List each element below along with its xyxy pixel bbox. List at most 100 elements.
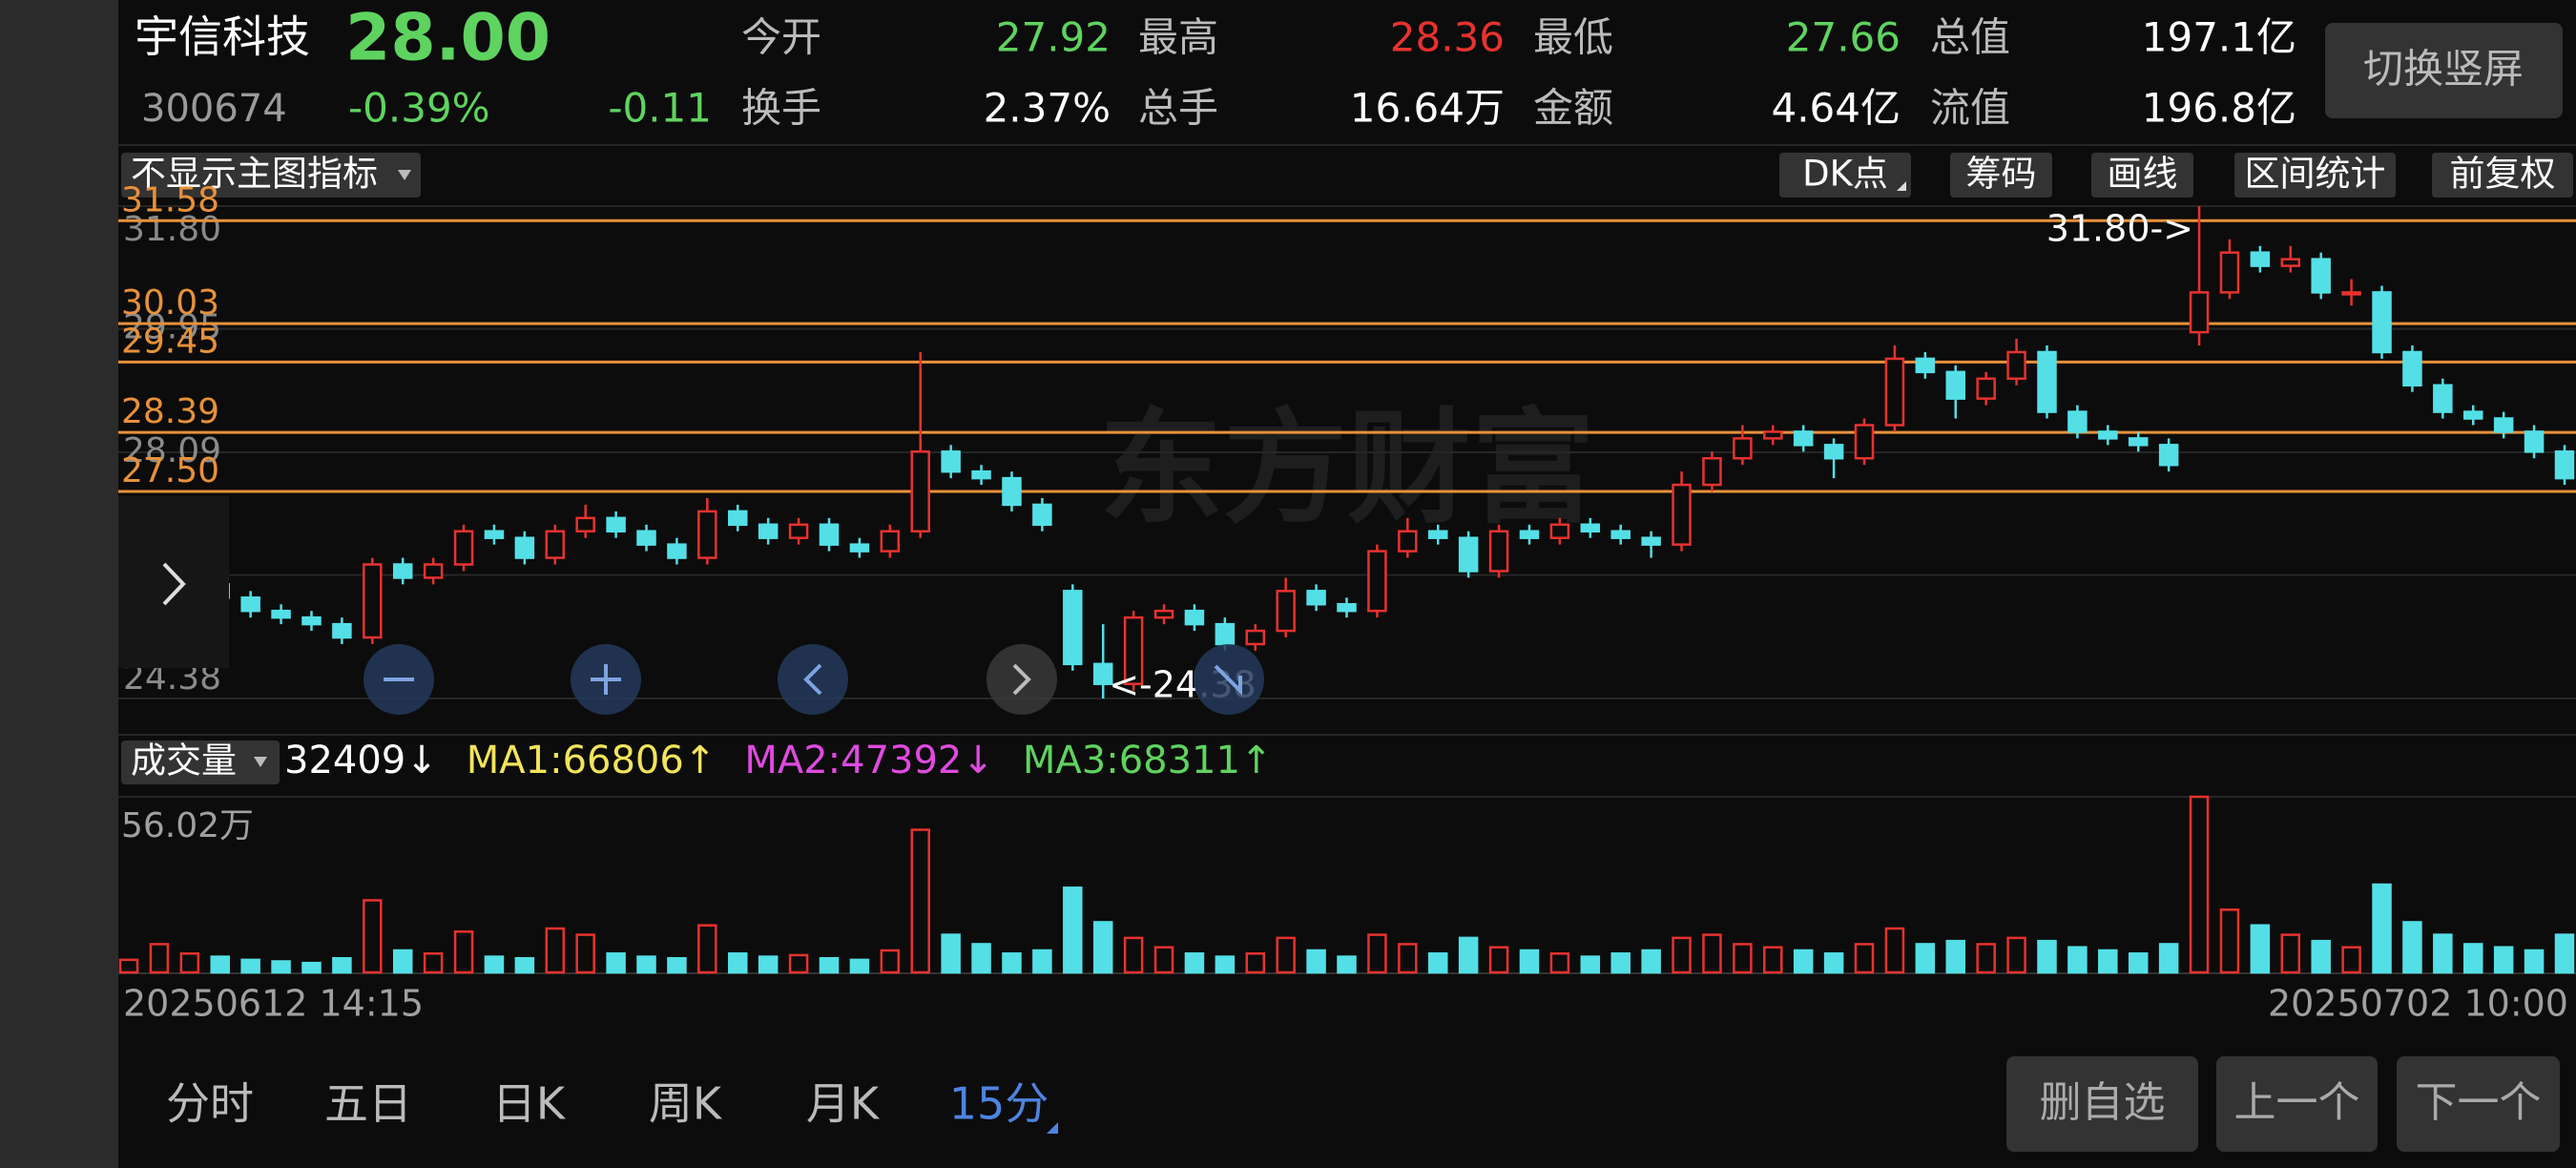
- volume-bar: [179, 952, 200, 974]
- volume-bar: [240, 958, 260, 974]
- toolbar-button[interactable]: [2432, 153, 2573, 198]
- candle-body: [2524, 430, 2545, 453]
- volume-indicator: 32409↓: [284, 739, 438, 782]
- volume-bar: [1488, 946, 1509, 974]
- volume-bar: [2463, 943, 2483, 974]
- scroll-right-button[interactable]: [987, 644, 1057, 715]
- candle-body: [2554, 450, 2575, 480]
- level-label: 29.45: [121, 322, 219, 361]
- candle-body: [2006, 350, 2026, 381]
- stat-label: 流值: [1930, 85, 2010, 132]
- volume-bar: [1427, 952, 1448, 974]
- toolbar-button[interactable]: [2091, 153, 2193, 198]
- toolbar-button[interactable]: [2234, 153, 2396, 198]
- footer-button[interactable]: [2397, 1056, 2560, 1152]
- volume-bar: [2128, 952, 2149, 974]
- candle-body: [1306, 590, 1326, 606]
- volume-bar: [788, 953, 809, 974]
- volume-bar: [210, 955, 230, 974]
- volume-bar: [1215, 955, 1236, 974]
- volume-bar: [697, 924, 717, 974]
- candle-body: [1458, 536, 1479, 573]
- candle-body: [1488, 530, 1509, 573]
- volume-bar: [1337, 955, 1357, 974]
- scroll-left-icon: [803, 663, 822, 696]
- footer-button[interactable]: [2006, 1056, 2198, 1152]
- volume-bar: [149, 943, 170, 974]
- volume-bar: [1641, 949, 1661, 974]
- stat-value: 27.92: [996, 14, 1111, 61]
- candle-body: [271, 609, 291, 619]
- candle-body: [1519, 530, 1540, 539]
- tab[interactable]: 周K: [649, 1078, 723, 1130]
- volume-bar: [1884, 927, 1905, 974]
- volume-bar: [1002, 952, 1022, 974]
- candle-body: [240, 596, 260, 613]
- level-label: 27.50: [121, 451, 219, 490]
- level-label: 31.58: [121, 180, 219, 219]
- volume-bar: [453, 930, 474, 974]
- footer: 分时 五日 日K 周K 月K 15分 删自选 上一个 下一个: [166, 1056, 2560, 1152]
- candle-body: [2493, 417, 2514, 433]
- volume-indicator: MA2:47392↓: [744, 739, 994, 782]
- candle-body: [1641, 536, 1661, 546]
- toolbar-button[interactable]: [1779, 153, 1911, 198]
- volume-bar: [1733, 943, 1753, 974]
- candle-body: [1823, 444, 1844, 460]
- expand-chevron[interactable]: [162, 562, 186, 606]
- candle-body: [1276, 590, 1296, 633]
- high-annotation: 31.80->: [2046, 208, 2193, 250]
- stat-value: 196.8亿: [2142, 85, 2296, 132]
- candle-body: [788, 523, 809, 539]
- stock-price: 28.00: [345, 1, 551, 76]
- volume-bar: [392, 949, 413, 974]
- volume-indicator: MA1:66806↑: [467, 739, 717, 782]
- indicator-label: 不显示主图指标: [131, 154, 378, 195]
- candle-body: [971, 469, 991, 480]
- tab[interactable]: 日K: [492, 1078, 567, 1130]
- watermark: 东方财富: [1099, 396, 1595, 541]
- reset-icon: [1214, 664, 1242, 696]
- volume-bar: [484, 955, 505, 974]
- candle-body: [2463, 410, 2483, 420]
- tab[interactable]: 月K: [806, 1078, 881, 1130]
- volume-bar: [1823, 952, 1844, 974]
- volume-bar: [1245, 952, 1266, 974]
- volume-bar: [636, 955, 656, 974]
- tab[interactable]: 分时: [166, 1078, 254, 1130]
- volume-bar: [880, 949, 901, 974]
- tab[interactable]: 15分: [949, 1078, 1049, 1130]
- dropdown-arrow: [398, 170, 411, 180]
- candle-body: [301, 615, 322, 626]
- volume-bar: [1945, 939, 1965, 974]
- volume-bar: [728, 952, 748, 974]
- candle-body: [1063, 590, 1083, 666]
- volume-bar: [1276, 936, 1296, 974]
- candle-body: [1884, 357, 1905, 427]
- candle-body: [2219, 251, 2240, 294]
- volume-indicators: 32409↓ MA1:66806↑ MA2:47392↓ MA3:68311↑: [284, 739, 1272, 782]
- candle-body: [1945, 370, 1965, 400]
- candle-body: [1580, 523, 1601, 533]
- candle-body: [453, 530, 474, 566]
- volume-bar: [332, 956, 352, 974]
- indicator-dropdown[interactable]: [121, 153, 421, 198]
- footer-button[interactable]: [2216, 1056, 2378, 1152]
- volume-bar: [1458, 936, 1479, 974]
- candle-body: [2037, 350, 2057, 413]
- level-label: 28.39: [121, 392, 219, 431]
- y-tick-label: 56.02万: [121, 806, 254, 845]
- toolbar-button-label: 画线: [2108, 154, 2178, 195]
- stat-label: 最低: [1533, 14, 1613, 61]
- volume-bar: [301, 961, 322, 974]
- scroll-left-button[interactable]: [778, 644, 848, 715]
- rotate-button[interactable]: [2325, 23, 2563, 118]
- volume-bar: [1763, 946, 1783, 974]
- candle-body: [1215, 622, 1236, 646]
- tab[interactable]: 五日: [324, 1078, 412, 1130]
- toolbar-button[interactable]: [1950, 153, 2052, 198]
- volume-dropdown[interactable]: [121, 740, 280, 784]
- volume-bar: [758, 955, 779, 974]
